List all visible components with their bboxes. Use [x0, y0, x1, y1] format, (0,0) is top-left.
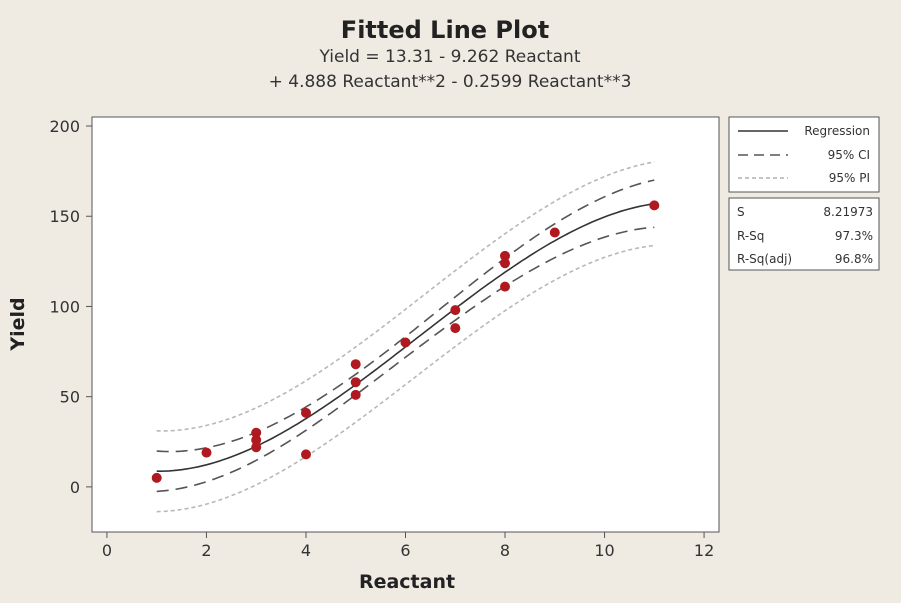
- x-tick-label-2: 2: [201, 541, 211, 560]
- legend-pi-label: 95% PI: [829, 171, 870, 185]
- pi-lower-line: [156, 244, 655, 513]
- data-point-14: [500, 250, 510, 261]
- stat-rsq-value: 97.3%: [835, 229, 873, 243]
- pi-upper-line: [156, 161, 655, 432]
- data-point-5: [251, 442, 262, 453]
- data-point-17: [549, 227, 560, 238]
- ci-band-group: [156, 179, 655, 493]
- y-tick-label-100: 100: [49, 297, 80, 316]
- data-point-13: [450, 323, 461, 334]
- stat-rsq-label: R-Sq: [737, 229, 764, 243]
- data-points-group: [151, 200, 660, 483]
- stats-table: S 8.21973 R-Sq 97.3% R-Sq(adj) 96.8%: [728, 197, 880, 271]
- chart-title: Fitted Line Plot: [341, 16, 549, 44]
- data-point-1: [151, 472, 162, 483]
- x-tick-label-8: 8: [500, 541, 510, 560]
- y-tick-label-150: 150: [49, 207, 80, 226]
- chart-subtitle-line2: + 4.888 Reactant**2 - 0.2599 Reactant**3: [269, 72, 632, 92]
- x-axis-ticks: 0 2 4 6 8 10 12: [102, 532, 714, 560]
- x-axis-label: Reactant: [359, 571, 455, 593]
- x-tick-label-10: 10: [594, 541, 614, 560]
- data-point-7: [301, 449, 311, 460]
- stat-s-value: 8.21973: [823, 205, 873, 219]
- data-point-9: [350, 377, 361, 388]
- legend: Regression 95% CI 95% PI: [728, 116, 880, 193]
- data-point-3: [251, 427, 262, 438]
- data-point-16: [500, 281, 510, 292]
- ci-lower-line: [156, 226, 655, 493]
- stat-rsq-adj-value: 96.8%: [835, 252, 873, 266]
- x-tick-label-4: 4: [301, 541, 311, 560]
- y-tick-label-200: 200: [49, 117, 80, 136]
- pi-band-group: [156, 161, 655, 513]
- data-point-11: [400, 337, 411, 348]
- data-point-6: [301, 407, 311, 418]
- data-point-8: [350, 359, 361, 370]
- legend-regression-label: Regression: [804, 124, 870, 138]
- legend-ci-label: 95% CI: [828, 148, 870, 162]
- ci-upper-line: [156, 179, 655, 453]
- chart-subtitle-line1: Yield = 13.31 - 9.262 Reactant: [318, 47, 580, 67]
- data-point-4: [251, 435, 262, 445]
- stats-box: [728, 197, 880, 271]
- y-tick-label-0: 0: [70, 478, 80, 497]
- y-axis-label: Yield: [7, 297, 29, 351]
- y-tick-label-50: 50: [60, 388, 80, 407]
- data-point-12: [450, 305, 461, 316]
- stat-rsq-adj-label: R-Sq(adj): [737, 252, 792, 266]
- data-point-10: [350, 389, 361, 400]
- data-point-18: [649, 200, 660, 211]
- x-tick-label-0: 0: [102, 541, 112, 560]
- data-point-15: [500, 258, 510, 269]
- plot-area: [91, 116, 720, 533]
- data-point-2: [201, 447, 212, 458]
- x-tick-label-12: 12: [694, 541, 714, 560]
- x-tick-label-6: 6: [400, 541, 410, 560]
- stat-s-label: S: [737, 205, 745, 219]
- y-axis-ticks: 0 50 100 150 200: [49, 117, 92, 497]
